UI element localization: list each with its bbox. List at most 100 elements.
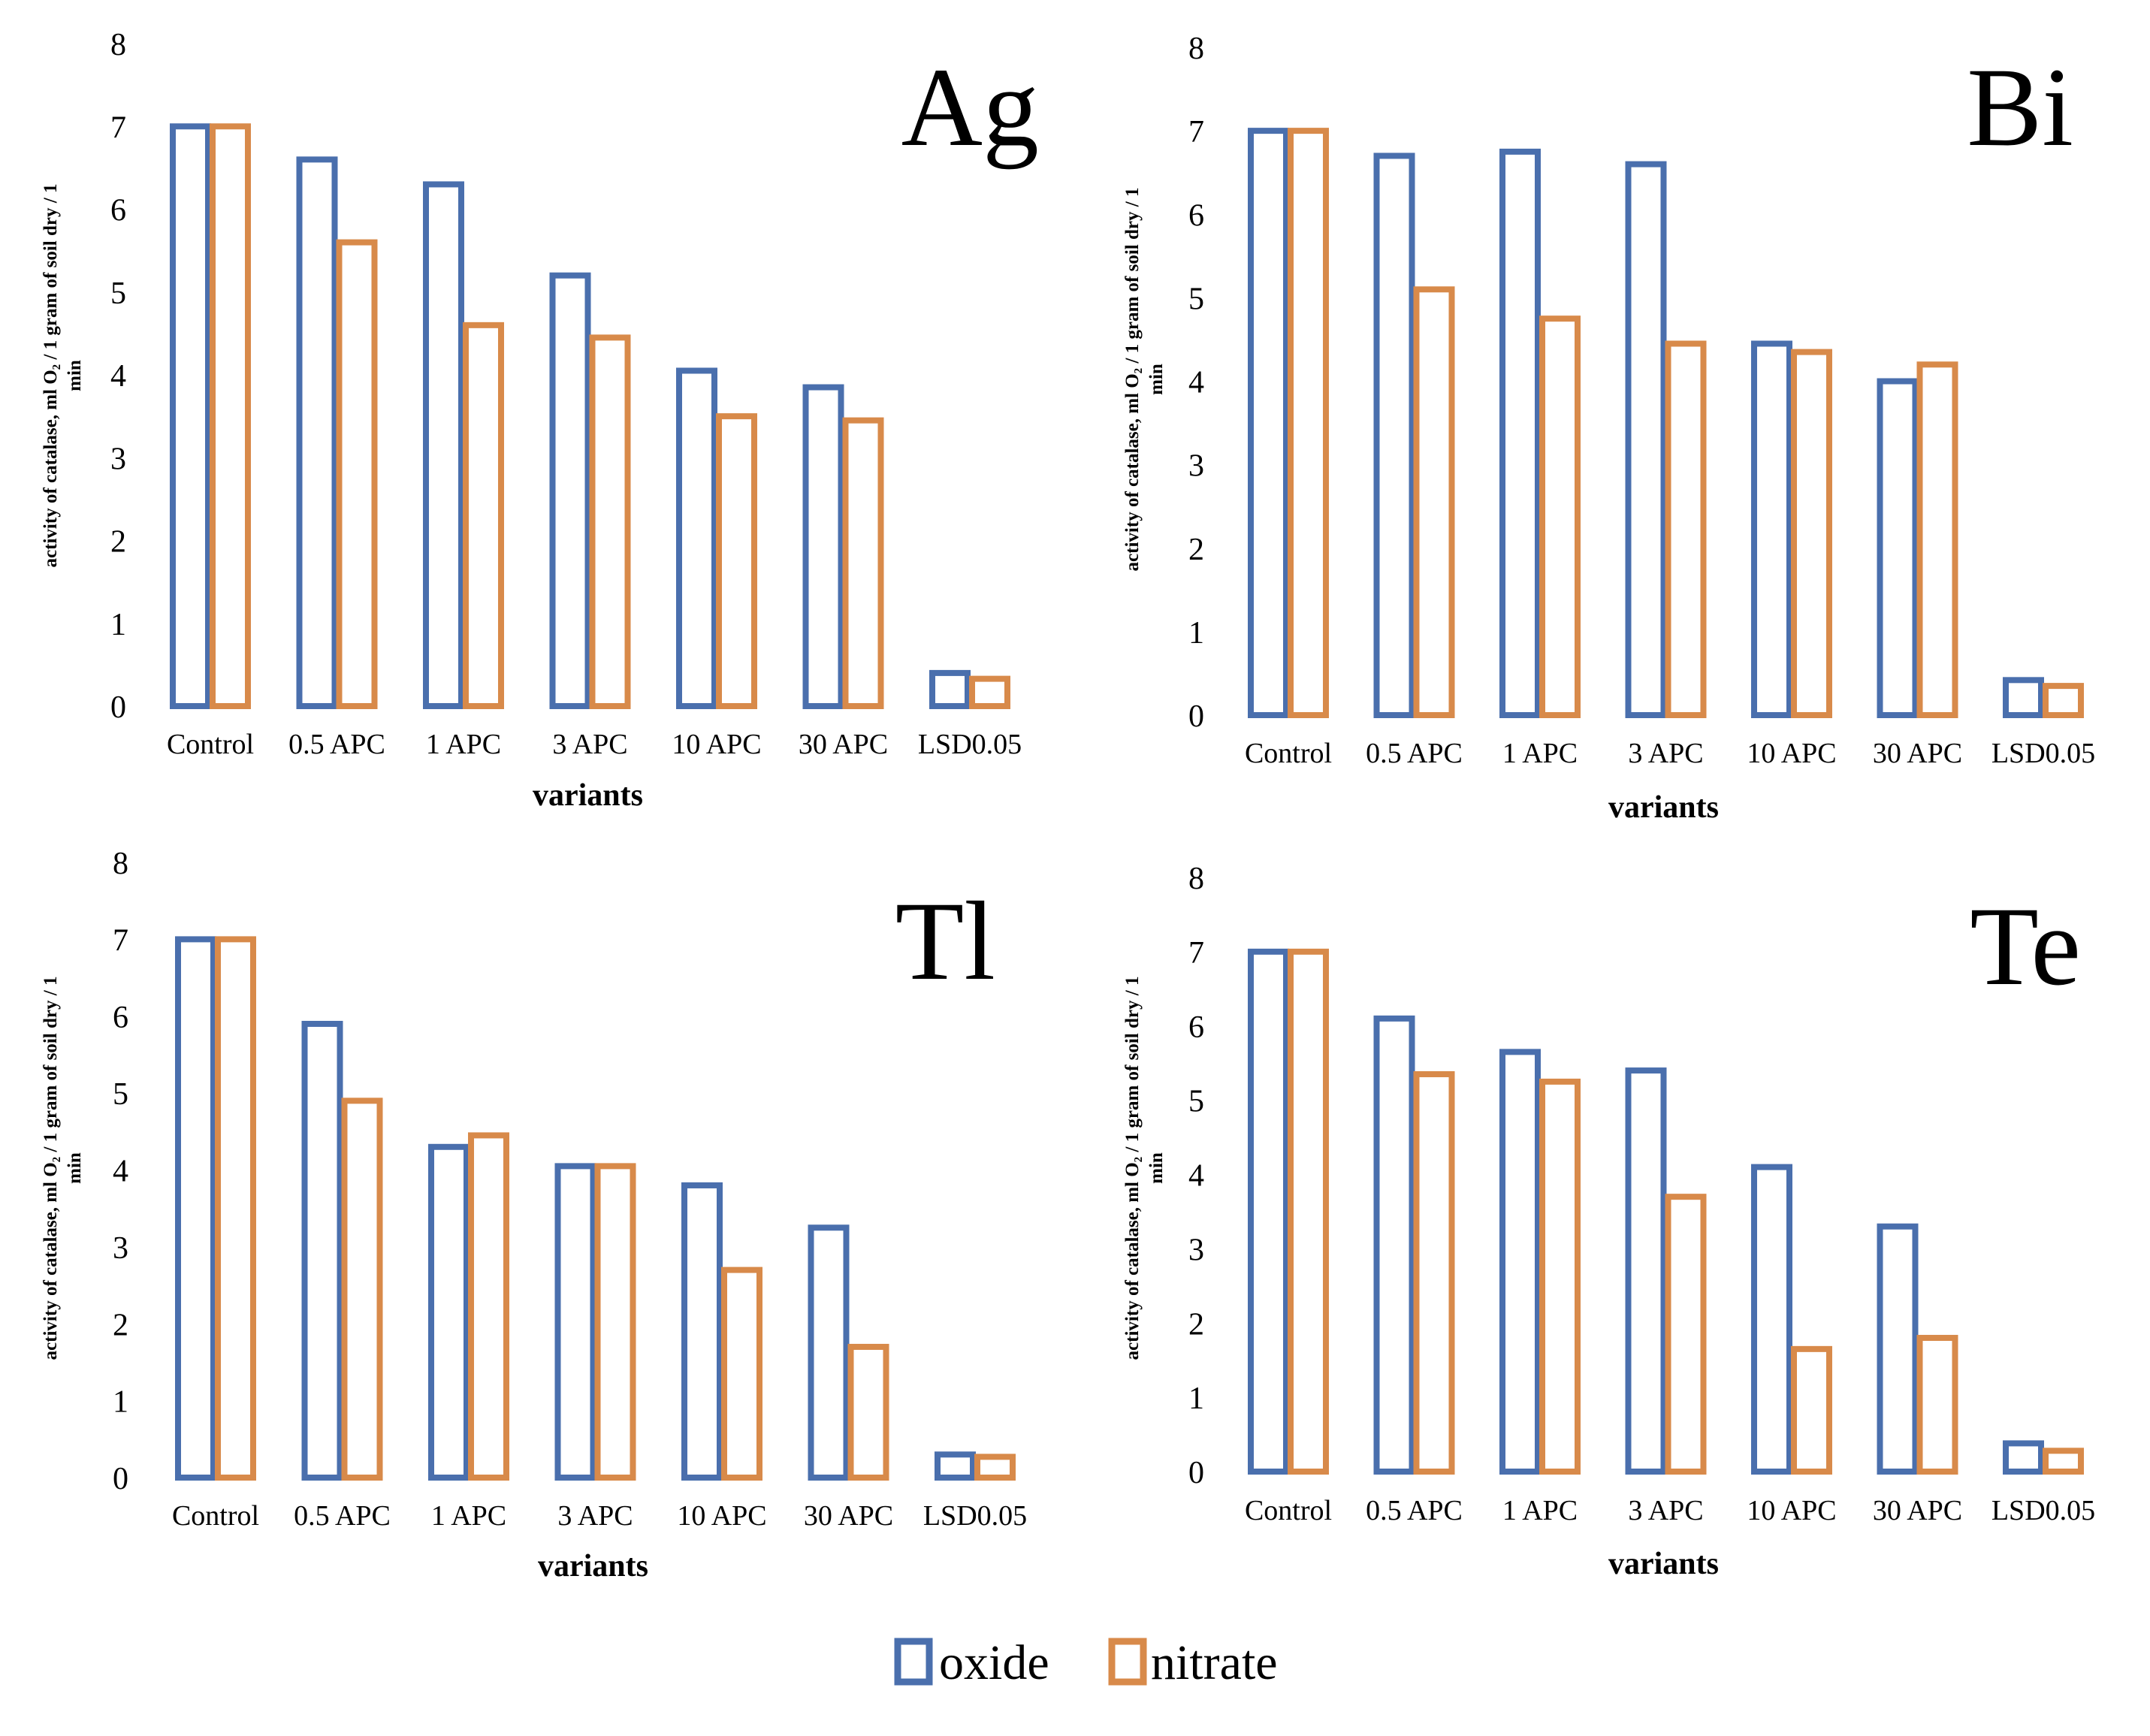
- bar-nitrate: [974, 1454, 1016, 1481]
- x-axis-title: variants: [1608, 1547, 1719, 1581]
- bar-oxide: [301, 1020, 343, 1481]
- y-tick-label: 0: [1188, 1456, 1204, 1490]
- bar-oxide: [935, 1451, 976, 1481]
- x-tick-label: LSD0.05: [918, 729, 1022, 760]
- y-tick-label: 8: [1188, 862, 1204, 896]
- chart-title: Bi: [1967, 45, 2073, 170]
- y-tick-label: 8: [113, 847, 128, 881]
- y-tick-label: 6: [113, 1001, 128, 1035]
- y-tick-label: 2: [113, 1308, 128, 1342]
- bar-nitrate: [1665, 340, 1707, 718]
- y-axis-title-line2: min: [1146, 1152, 1167, 1184]
- bar-nitrate: [1539, 315, 1581, 718]
- x-tick-label: 0.5 APC: [288, 729, 385, 760]
- bar-oxide: [1499, 1049, 1541, 1475]
- x-tick-label: 30 APC: [799, 729, 888, 760]
- x-tick-label: 3 APC: [557, 1500, 633, 1532]
- bar-oxide: [676, 367, 717, 709]
- bar-oxide: [1877, 378, 1919, 718]
- bar-oxide: [554, 1163, 596, 1481]
- x-tick-label: LSD0.05: [923, 1500, 1027, 1532]
- bar-nitrate: [1288, 128, 1329, 718]
- bar-oxide: [428, 1143, 470, 1481]
- y-tick-label: 7: [113, 923, 128, 958]
- chart-panel-tl: Tl 0 1 2 3 4 5 6 7 8 activity of catalase, ml O₂ /…: [41, 847, 1027, 1584]
- y-axis-title-line1: activity of catalase, ml O₂ / 1 gram of …: [41, 977, 61, 1360]
- bar-oxide: [1877, 1223, 1919, 1475]
- bar-oxide: [549, 272, 591, 709]
- y-tick-label: 5: [1188, 282, 1204, 316]
- x-tick-label: 1 APC: [426, 729, 501, 760]
- y-tick-label: 4: [1188, 366, 1204, 400]
- bar-nitrate: [336, 239, 378, 710]
- bar-oxide: [1751, 340, 1792, 718]
- y-tick-label: 4: [113, 1155, 128, 1189]
- x-tick-label: Control: [172, 1500, 259, 1532]
- x-tick-label: LSD0.05: [1991, 738, 2095, 769]
- bar-oxide: [175, 936, 216, 1481]
- y-tick-label: 3: [113, 1231, 128, 1266]
- x-tick-label: 3 APC: [1628, 738, 1703, 769]
- bar-oxide: [2003, 677, 2044, 719]
- charts-container: Ag 0 1 2 3 4 5 6 7 8 activity of catalase, ml O₂ /…: [41, 28, 2095, 1584]
- x-tick-label: 10 APC: [677, 1500, 766, 1532]
- bar-nitrate: [1413, 1071, 1455, 1475]
- y-tick-label: 3: [1188, 1233, 1204, 1267]
- y-tick-label: 1: [110, 608, 126, 642]
- y-tick-label: 2: [1188, 1307, 1204, 1342]
- bar-nitrate: [594, 1163, 636, 1481]
- y-axis-title-line1: activity of catalase, ml O₂ / 1 gram of …: [1122, 188, 1143, 572]
- y-axis-title-line2: min: [65, 360, 85, 391]
- legend: oxide nitrate: [894, 1635, 1278, 1690]
- bar-oxide: [2003, 1440, 2044, 1475]
- y-tick-label: 7: [1188, 115, 1204, 149]
- bar-oxide: [1373, 152, 1415, 718]
- x-tick-label: 30 APC: [1873, 1495, 1962, 1526]
- x-tick-label: Control: [167, 729, 254, 760]
- x-tick-label: 10 APC: [1747, 738, 1836, 769]
- bar-nitrate: [1791, 1345, 1832, 1475]
- y-tick-label: 0: [113, 1462, 128, 1496]
- bar-nitrate: [842, 417, 884, 709]
- bar-nitrate: [2043, 683, 2084, 719]
- y-tick-label: 6: [1188, 1010, 1204, 1045]
- y-tick-label: 5: [110, 276, 126, 311]
- y-tick-label: 5: [1188, 1085, 1204, 1119]
- bar-oxide: [1751, 1164, 1792, 1475]
- x-tick-label: 1 APC: [1502, 1495, 1578, 1526]
- y-tick-label: 2: [1188, 533, 1204, 567]
- bar-oxide: [1248, 128, 1289, 718]
- y-tick-label: 4: [1188, 1159, 1204, 1194]
- x-axis-title: variants: [1608, 790, 1719, 825]
- x-tick-label: Control: [1245, 1495, 1332, 1526]
- y-tick-label: 3: [1188, 449, 1204, 484]
- legend-nitrate-swatch: [1108, 1638, 1147, 1686]
- chart-title: Ag: [901, 45, 1039, 170]
- bar-nitrate: [1413, 286, 1455, 718]
- x-tick-label: 30 APC: [804, 1500, 893, 1532]
- bar-nitrate: [589, 334, 631, 709]
- bar-oxide: [1625, 1067, 1667, 1475]
- bar-oxide: [1625, 161, 1667, 718]
- x-tick-label: 10 APC: [672, 729, 761, 760]
- bar-nitrate: [210, 123, 251, 709]
- bar-nitrate: [1916, 1335, 1958, 1475]
- x-tick-label: 0.5 APC: [1366, 1495, 1463, 1526]
- bar-nitrate: [1791, 349, 1832, 718]
- y-tick-label: 3: [110, 442, 126, 476]
- x-tick-label: 3 APC: [552, 729, 627, 760]
- bar-oxide: [808, 1224, 850, 1481]
- bar-oxide: [296, 156, 338, 710]
- bar-oxide: [1499, 148, 1541, 718]
- y-tick-label: 1: [113, 1385, 128, 1420]
- bar-nitrate: [215, 936, 256, 1481]
- legend-oxide-swatch: [894, 1638, 933, 1686]
- y-axis-title-line2: min: [1146, 364, 1167, 395]
- y-tick-label: 0: [110, 690, 126, 725]
- x-tick-label: 3 APC: [1628, 1495, 1703, 1526]
- x-axis-title: variants: [533, 778, 643, 813]
- x-axis-title: variants: [538, 1549, 648, 1584]
- x-tick-label: 1 APC: [1502, 738, 1578, 769]
- y-tick-label: 6: [1188, 198, 1204, 233]
- y-tick-label: 0: [1188, 699, 1204, 734]
